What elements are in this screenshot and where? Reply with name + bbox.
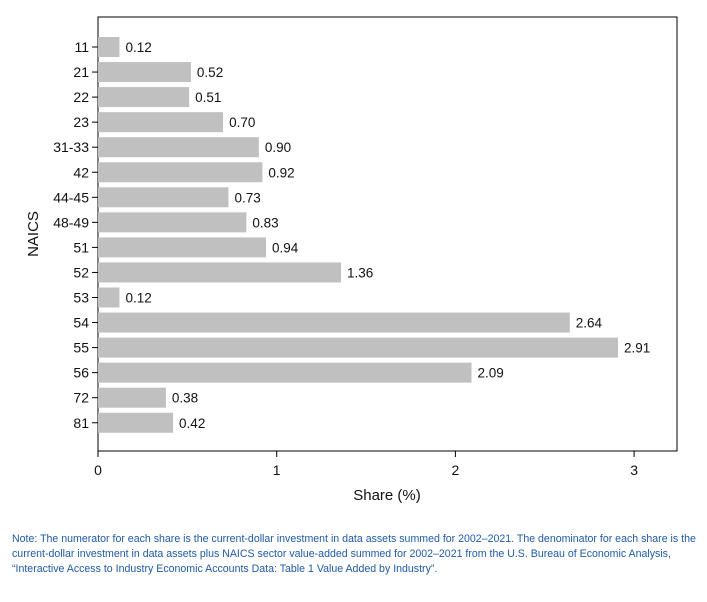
y-tick-label: 21 [73, 64, 89, 80]
data-label: 2.64 [576, 316, 603, 331]
y-tick-label: 11 [74, 39, 89, 55]
y-tick-label: 23 [73, 114, 89, 130]
bar [98, 312, 570, 333]
data-label: 2.91 [624, 341, 650, 356]
data-label: 0.90 [265, 140, 291, 155]
data-label: 0.73 [234, 190, 260, 205]
y-tick-label: 55 [73, 340, 89, 356]
y-axis: 11 21 22 23 31-33 42 44-45 48-49 51 52 53 54 55 56 72 8… [53, 39, 98, 431]
x-axis: 0 1 2 3 [94, 451, 638, 478]
data-label: 0.38 [172, 391, 198, 406]
data-label: 0.94 [272, 240, 299, 255]
x-tick-label: 3 [630, 462, 638, 478]
data-label: 0.92 [268, 165, 294, 180]
bar [98, 287, 120, 308]
data-label: 0.52 [197, 65, 223, 80]
bar [98, 337, 619, 358]
bar [98, 362, 472, 383]
data-label: 0.51 [195, 90, 221, 105]
bar [98, 212, 247, 233]
data-label: 1.36 [347, 265, 373, 280]
data-label: 0.70 [229, 115, 255, 130]
bar [98, 162, 263, 183]
y-tick-label: 22 [73, 89, 89, 105]
bar [98, 87, 190, 108]
bar [98, 62, 191, 83]
y-tick-label: 52 [73, 264, 89, 280]
x-tick-label: 2 [452, 462, 460, 478]
data-label: 2.09 [477, 366, 503, 381]
y-tick-label: 31-33 [53, 139, 89, 155]
bar [98, 412, 174, 433]
bar-chart: 0.12 0.52 0.51 0.70 0.90 0.92 0.73 0.83 0.94 1.36… [25, 16, 678, 504]
y-tick-label: 53 [73, 290, 89, 306]
y-axis-title: NAICS [25, 211, 42, 257]
x-tick-label: 0 [94, 462, 102, 478]
bars-group: 0.12 0.52 0.51 0.70 0.90 0.92 0.73 0.83 0.94 1.36… [98, 37, 650, 433]
y-tick-label: 72 [73, 390, 89, 406]
y-tick-label: 81 [73, 415, 89, 431]
bar [98, 387, 166, 408]
bar [98, 112, 224, 133]
y-tick-label: 44-45 [53, 189, 89, 205]
y-tick-label: 56 [73, 365, 89, 381]
chart-note: Note: The numerator for each share is th… [12, 533, 696, 575]
plot-frame [97, 16, 678, 452]
y-tick-label: 54 [73, 315, 89, 331]
y-tick-label: 48-49 [53, 214, 89, 230]
data-label: 0.83 [252, 215, 278, 230]
bar [98, 262, 342, 283]
y-tick-label: 42 [73, 164, 89, 180]
bar [98, 237, 266, 258]
x-tick-label: 1 [273, 462, 281, 478]
bar [98, 137, 259, 158]
bar [98, 37, 120, 57]
bar [98, 187, 229, 208]
data-label: 0.42 [179, 416, 205, 431]
x-axis-title: Share (%) [353, 487, 421, 504]
data-label: 0.12 [125, 291, 151, 306]
y-tick-label: 51 [73, 239, 89, 255]
data-label: 0.12 [125, 40, 151, 55]
